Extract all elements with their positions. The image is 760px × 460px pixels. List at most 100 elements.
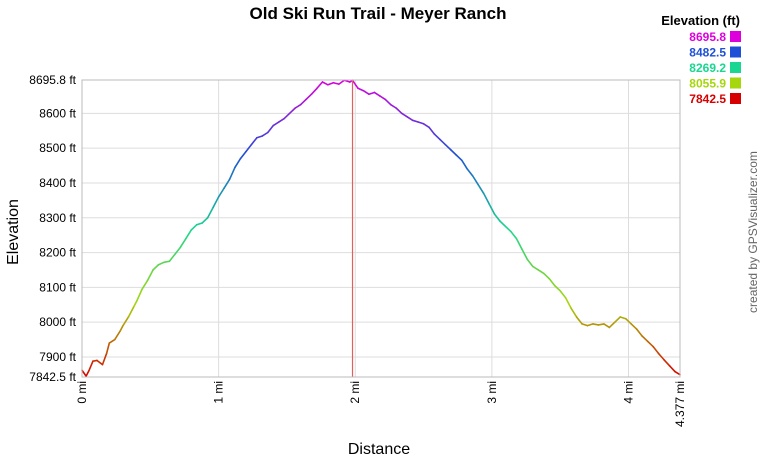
elevation-segment [548,277,556,287]
elevation-segment [597,323,605,326]
elevation-segment [646,340,654,348]
elevation-segment [305,93,313,101]
elevation-segment [105,342,111,355]
elevation-segment [400,112,408,118]
elevation-segment [256,135,264,139]
elevation-segment [239,150,247,160]
elevation-segment [395,107,403,115]
x-tick-label: 0 mi [75,381,89,404]
elevation-segment [422,122,430,129]
y-tick-label: 7900 ft [39,350,76,364]
legend-swatch [730,93,741,104]
elevation-segment [133,300,138,308]
legend-swatch [730,31,741,42]
elevation-segment [379,95,387,101]
elevation-segment [614,316,622,323]
elevation-segment [163,260,171,264]
elevation-segment [168,253,176,263]
legend-value: 8055.9 [689,77,726,91]
elevation-segment [411,119,419,123]
elevation-series [81,79,681,377]
plot-frame [81,79,681,378]
grid-lines [81,79,681,378]
chart-title: Old Ski Run Trail - Meyer Ranch [250,4,507,23]
elevation-segment [321,81,329,86]
elevation-segment [493,213,501,223]
elevation-segment [127,305,135,318]
credit-text: created by GPSVisualizer.com [746,151,760,313]
elevation-segment [267,124,275,134]
y-tick-label: 8500 ft [39,141,76,155]
elevation-segment [272,121,280,127]
elevation-segment [504,225,512,233]
elevation-segment [351,79,359,90]
x-tick-label: 4.377 mi [673,381,687,427]
elevation-segment [542,272,551,280]
elevation-segment [630,323,638,330]
elevation-segment [195,222,204,226]
elevation-segment [206,206,214,219]
y-tick-label: 8400 ft [39,176,76,190]
y-tick-label: 8600 ft [39,106,76,120]
legend-value: 8269.2 [689,61,726,75]
legend-value: 7842.5 [689,92,726,106]
elevation-segment [174,246,182,256]
elevation-segment [526,258,534,268]
elevation-segment [113,330,122,341]
elevation-segment [450,149,458,156]
series-layer [81,79,681,377]
elevation-segment [674,370,681,376]
elevation-segment [283,112,291,120]
elevation-segment [592,323,600,326]
legend-title: Elevation (ft) [661,13,740,28]
y-axis-ticks: 7842.5 ft 7900 ft 8000 ft 8100 ft 8200 ft 830… [29,73,76,384]
elevation-segment [310,87,318,96]
elevation-segment [553,284,561,292]
elevation-segment [428,126,436,136]
elevation-segment [327,81,335,86]
legend-swatch [730,62,741,73]
elevation-segment [332,81,340,85]
elevation-segment [299,98,307,106]
elevation-segment [316,81,324,90]
elevation-segment [185,229,193,240]
elevation-segment [641,335,649,343]
elevation-segment [603,323,611,329]
elevation-segment [510,230,518,240]
elevation-segment [217,187,225,198]
elevation-segment [586,323,594,327]
elevation-segment [108,338,116,344]
elevation-segment [373,91,381,97]
elevation-segment [608,321,616,329]
y-tick-label: 7842.5 ft [29,370,76,384]
elevation-segment [619,316,627,320]
elevation-segment [135,288,143,303]
elevation-segment [201,216,209,224]
y-axis-label: Elevation [5,199,22,265]
elevation-segment [368,91,376,96]
elevation-segment [146,269,154,282]
elevation-segment [190,223,198,231]
elevation-segment [455,154,463,162]
elevation-segment [482,192,490,205]
elevation-segment [406,116,414,122]
legend-swatch [730,77,741,89]
elevation-segment [250,136,258,146]
elevation-segment [466,168,474,177]
x-tick-label: 3 mi [485,381,499,404]
elevation-segment [570,307,578,318]
elevation-segment [85,370,90,377]
elevation-segment [384,98,392,106]
elevation-segment [652,345,660,355]
elevation-segment [477,183,485,195]
legend-value: 8695.8 [689,30,726,44]
elevation-segment [223,178,231,189]
x-tick-label: 1 mi [212,381,226,404]
x-tick-label: 2 mi [348,381,362,404]
y-tick-label: 8300 ft [39,211,76,225]
elevation-segment [357,87,365,92]
elevation-segment [277,117,286,123]
legend-value: 8482.5 [689,46,726,60]
